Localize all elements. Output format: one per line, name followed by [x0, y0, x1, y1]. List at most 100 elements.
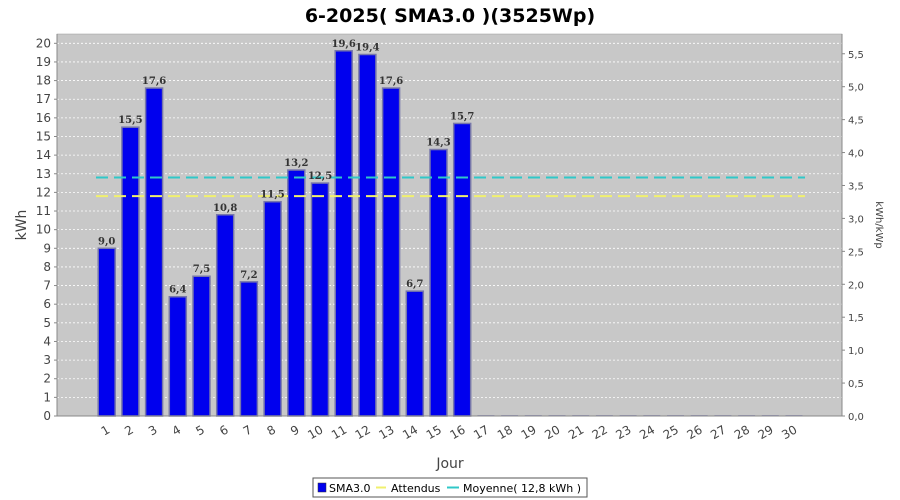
x-tick-label: 9	[288, 422, 302, 438]
y-tick-label: 6	[43, 297, 51, 311]
x-tick-label: 22	[590, 422, 610, 442]
x-tick-label: 12	[353, 422, 373, 442]
y2-tick-label: 0,0	[848, 412, 864, 423]
y-tick-label: 20	[36, 36, 51, 50]
bar	[287, 169, 306, 417]
x-tick-label: 19	[519, 422, 539, 442]
y-tick-label: 19	[36, 55, 51, 69]
x-tick-label: 3	[146, 422, 160, 438]
legend-swatch-sma	[317, 482, 327, 493]
x-axis-label: Jour	[435, 456, 464, 472]
y2-tick-label: 5,0	[848, 83, 864, 94]
x-tick-label: 5	[193, 422, 207, 438]
y2-tick-label: 4,0	[848, 149, 864, 160]
data-label: 7,2	[240, 270, 257, 281]
x-tick-label: 30	[779, 422, 799, 442]
x-tick-label: 28	[732, 422, 752, 442]
y-tick-label: 16	[36, 111, 51, 125]
x-tick-label: 4	[170, 422, 184, 438]
data-label: 6,7	[406, 279, 423, 290]
y-tick-label: 9	[43, 241, 51, 255]
y2-tick-label: 1,0	[848, 346, 864, 357]
gridlines	[57, 42, 842, 398]
y2-axis-label: kWh/kWp	[873, 201, 884, 248]
x-tick-label: 29	[756, 422, 776, 442]
legend-label-sma: SMA3.0	[329, 482, 371, 495]
x-tick-label: 23	[613, 422, 633, 442]
x-tick-label: 7	[241, 422, 255, 438]
bar	[215, 214, 235, 417]
data-label: 17,6	[379, 76, 403, 87]
bar	[239, 281, 259, 417]
y2-tick-label: 2,5	[848, 247, 864, 258]
data-label: 12,5	[308, 171, 332, 182]
y-tick-label: 12	[36, 185, 51, 199]
y2-tick-label: 4,5	[848, 116, 864, 127]
x-tick-label: 6	[217, 422, 231, 438]
x-axis-ticks: 1 2 3 4 5 6 7 8 9 10 11 12 13 14 15 16 17 18 19 20 21 22 23 24 2…	[99, 422, 800, 442]
y-tick-label: 5	[43, 316, 51, 330]
y2-tick-label: 1,5	[848, 313, 864, 324]
data-label: 14,3	[426, 138, 450, 149]
y-axis-label: kWh	[14, 210, 30, 241]
x-tick-label: 11	[329, 422, 349, 442]
y2-axis-ticks: 0,0 0,5 1,0 1,5 2,0 2,5 3,0 3,5 4,0 4,5 5,0 5,5	[842, 50, 864, 423]
chart-title: 6-2025( SMA3.0 )(3525Wp)	[305, 5, 595, 27]
bar	[358, 53, 377, 417]
plot-area	[56, 33, 843, 417]
x-tick-label: 16	[447, 422, 467, 442]
data-label: 15,5	[118, 115, 142, 126]
bar	[168, 295, 188, 417]
bar	[429, 148, 448, 417]
legend-label-attendus: Attendus	[391, 482, 441, 495]
y-tick-label: 3	[43, 353, 51, 367]
bar	[144, 87, 164, 417]
x-tick-label: 1	[99, 422, 113, 438]
x-tick-label: 14	[400, 422, 420, 442]
x-tick-label: 17	[471, 422, 491, 442]
data-label: 13,2	[284, 158, 308, 169]
x-tick-label: 25	[661, 422, 681, 442]
y-tick-label: 13	[36, 167, 51, 181]
y-tick-label: 1	[43, 390, 51, 404]
data-label: 15,7	[450, 111, 474, 122]
x-tick-label: 26	[684, 422, 704, 442]
x-tick-label: 27	[708, 422, 728, 442]
bar	[334, 50, 353, 417]
data-label: 7,5	[193, 264, 210, 275]
legend-label-moyenne: Moyenne( 12,8 kWh )	[463, 482, 581, 495]
x-tick-label: 21	[566, 422, 586, 442]
y-tick-label: 10	[36, 223, 51, 237]
y-tick-label: 18	[36, 74, 51, 88]
y2-tick-label: 5,5	[848, 50, 864, 61]
x-tick-label: 13	[376, 422, 396, 442]
y-tick-label: 17	[36, 92, 51, 106]
y-tick-label: 8	[43, 260, 51, 274]
y2-tick-label: 0,5	[848, 379, 864, 390]
x-tick-label: 8	[264, 422, 278, 438]
y-tick-label: 14	[36, 148, 51, 162]
y-tick-label: 0	[43, 409, 51, 423]
reference-lines	[96, 176, 805, 198]
bar	[452, 122, 472, 417]
y2-tick-label: 2,0	[848, 280, 864, 291]
bars	[97, 50, 803, 417]
data-label: 9,0	[98, 236, 115, 247]
data-label: 6,4	[169, 285, 186, 296]
data-label: 11,5	[260, 190, 284, 201]
bar	[310, 182, 330, 417]
x-tick-label: 2	[122, 422, 136, 438]
data-label: 19,6	[332, 39, 356, 50]
bar	[192, 275, 211, 417]
data-labels: 9,0 15,5 17,6 6,4 7,5 10,8 7,2 11,5 13,212,5 19,6…	[98, 39, 474, 296]
y-tick-label: 7	[43, 279, 51, 293]
y-tick-label: 2	[43, 372, 51, 386]
legend: SMA3.0 Attendus Moyenne( 12,8 kWh )	[312, 477, 588, 498]
y-tick-label: 4	[43, 334, 51, 348]
bar	[97, 247, 116, 417]
x-tick-label: 10	[305, 422, 325, 442]
bar	[263, 200, 282, 417]
x-tick-label: 15	[424, 422, 444, 442]
